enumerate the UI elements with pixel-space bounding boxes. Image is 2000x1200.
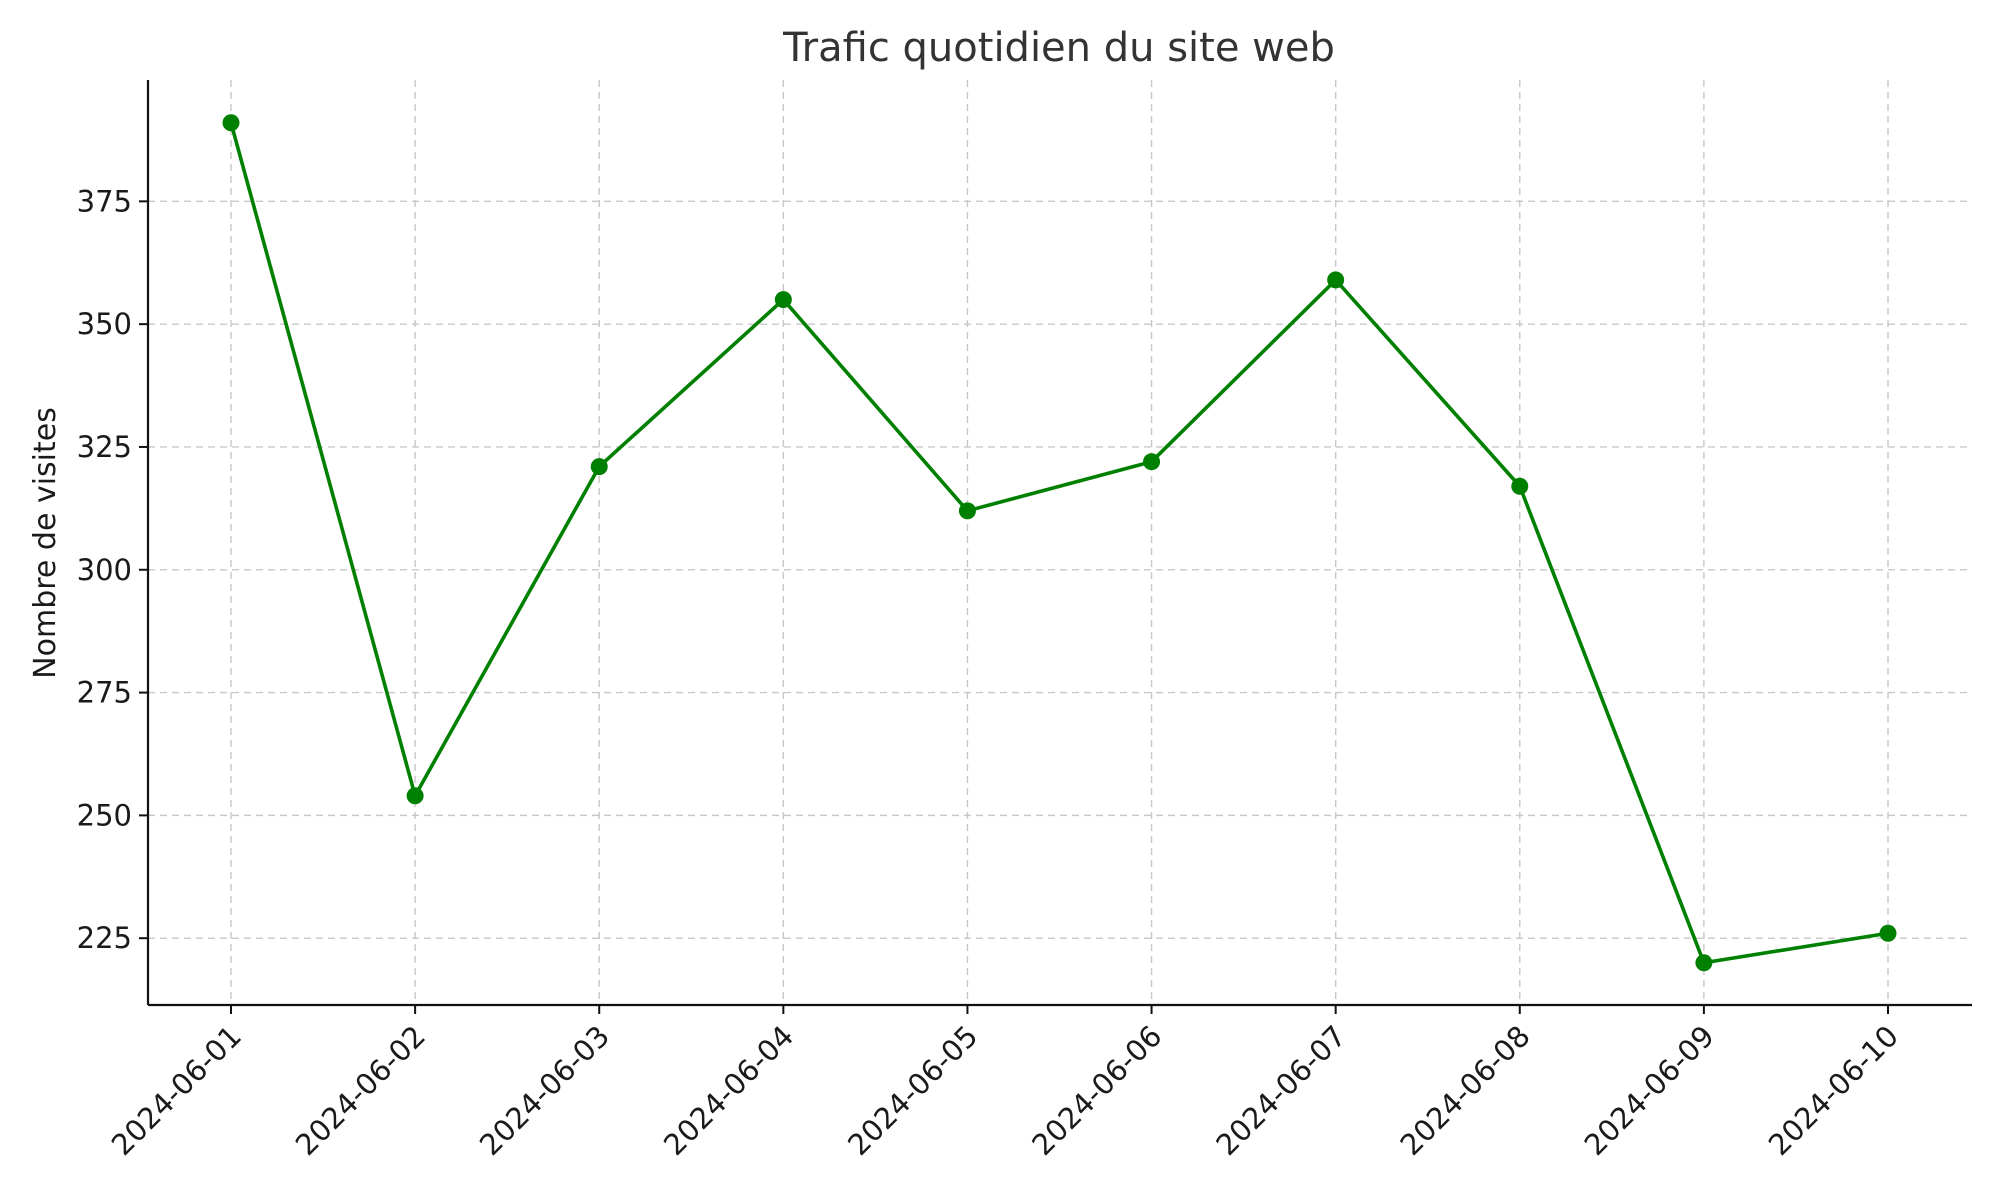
data-point bbox=[590, 458, 608, 476]
x-tick-label: 2024-06-09 bbox=[1578, 1019, 1721, 1162]
data-point bbox=[406, 787, 424, 805]
tick-labels: 2024-06-01 2024-06-02 2024-06-03 2024-06-04… bbox=[77, 184, 1905, 1162]
data-point bbox=[1327, 271, 1345, 289]
x-tick-label: 2024-06-01 bbox=[105, 1019, 248, 1162]
series-line bbox=[229, 122, 1889, 965]
x-tick-label: 2024-06-06 bbox=[1025, 1019, 1168, 1162]
x-tick-label: 2024-06-02 bbox=[289, 1019, 432, 1162]
y-tick-label: 250 bbox=[77, 798, 132, 832]
y-tick-label: 300 bbox=[77, 553, 132, 587]
data-point bbox=[774, 291, 792, 309]
data-point bbox=[222, 114, 240, 132]
series-layer bbox=[222, 114, 1897, 972]
x-tick-label: 2024-06-10 bbox=[1762, 1019, 1905, 1162]
y-tick-label: 225 bbox=[77, 921, 132, 955]
data-point bbox=[1143, 453, 1161, 471]
x-tick-label: 2024-06-08 bbox=[1394, 1019, 1537, 1162]
y-tick-label: 275 bbox=[77, 676, 132, 710]
data-point bbox=[1695, 954, 1713, 972]
y-tick-label: 375 bbox=[77, 184, 132, 218]
chart-title: Trafic quotidien du site web bbox=[782, 25, 1335, 71]
axes bbox=[139, 80, 1972, 1014]
data-point bbox=[1879, 924, 1897, 942]
y-axis-label: Nombre de visites bbox=[28, 407, 63, 679]
y-tick-label: 350 bbox=[77, 307, 132, 341]
y-tick-label: 325 bbox=[77, 430, 132, 464]
data-point bbox=[958, 502, 976, 520]
x-tick-label: 2024-06-03 bbox=[473, 1019, 616, 1162]
x-tick-label: 2024-06-05 bbox=[841, 1019, 984, 1162]
grid-lines bbox=[148, 80, 1972, 1005]
x-tick-label: 2024-06-04 bbox=[657, 1019, 800, 1162]
x-tick-label: 2024-06-07 bbox=[1209, 1019, 1352, 1162]
data-point bbox=[1511, 477, 1529, 495]
